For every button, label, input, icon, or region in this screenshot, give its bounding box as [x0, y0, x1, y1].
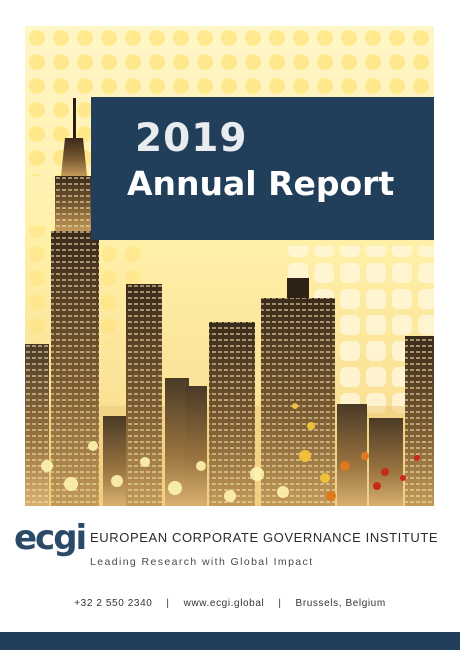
phone-number: +32 2 550 2340: [74, 598, 153, 609]
separator: |: [166, 598, 170, 609]
organization-name: EUROPEAN CORPORATE GOVERNANCE INSTITUTE: [90, 530, 439, 545]
ecgi-logo: ecgi: [14, 518, 87, 558]
title-banner: 2019 Annual Report: [91, 97, 434, 240]
report-title: Annual Report: [127, 164, 395, 203]
footer-bar: [0, 632, 460, 650]
report-year: 2019: [135, 116, 248, 161]
contact-line: +32 2 550 2340 | www.ecgi.global | Brussels,…: [0, 598, 460, 609]
organization-tagline: Leading Research with Global Impact: [90, 556, 314, 568]
separator: |: [278, 598, 282, 609]
location-text: Brussels, Belgium: [295, 598, 386, 609]
website-link[interactable]: www.ecgi.global: [183, 598, 265, 609]
